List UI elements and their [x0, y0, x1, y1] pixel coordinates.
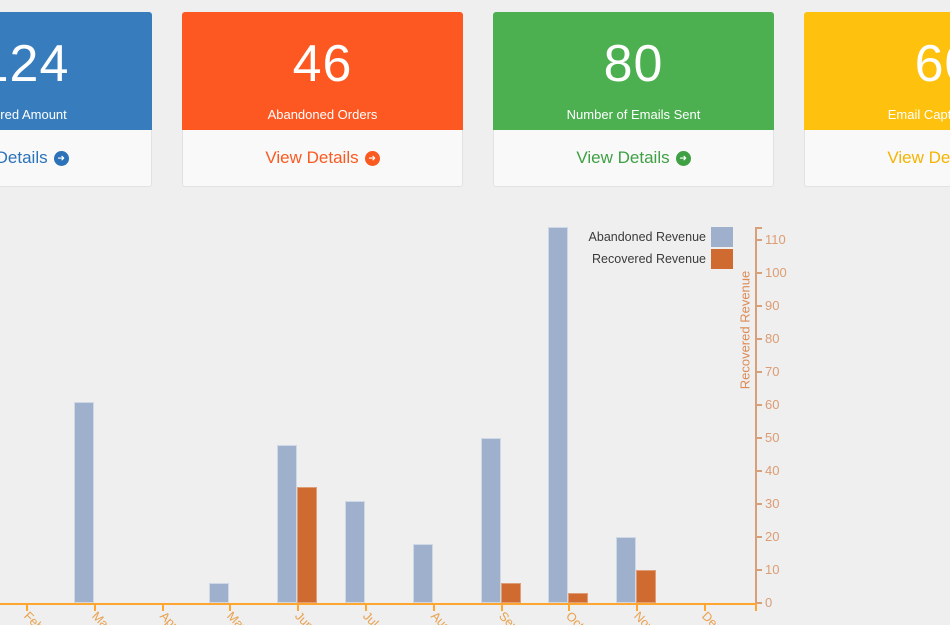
- legend-label: Abandoned Revenue: [588, 230, 706, 244]
- card-label: Recovered Amount: [0, 107, 67, 122]
- view-details-link[interactable]: View Details➜: [576, 148, 691, 168]
- card-header: 60 Email Capture Rate: [804, 12, 950, 130]
- legend-item-recovered-revenue[interactable]: Recovered Revenue: [589, 248, 733, 270]
- y-axis-tick: [756, 404, 762, 406]
- stat-card-emails-sent: 80 Number of Emails Sent View Details ➜: [493, 12, 774, 187]
- x-axis-label: Oct: [563, 609, 587, 625]
- x-axis-tick: [26, 605, 28, 611]
- x-axis-label: Mar: [89, 609, 115, 625]
- x-axis-label: Nov: [631, 609, 657, 625]
- y-axis-tick: [756, 470, 762, 472]
- card-value: 60: [914, 35, 950, 93]
- bar-abandoned-Oct: [548, 227, 568, 603]
- card-footer: View Details➜: [182, 130, 463, 187]
- bar-recovered-Jun: [297, 487, 317, 603]
- card-header: 46 Abandoned Orders: [182, 12, 463, 130]
- x-axis-line: [0, 603, 757, 605]
- bar-abandoned-Nov: [616, 537, 636, 603]
- card-header: 80 Number of Emails Sent: [493, 12, 774, 130]
- x-axis-label: Sep: [496, 609, 522, 625]
- view-details-link[interactable]: View Details➜: [887, 148, 950, 167]
- x-axis-tick: [229, 605, 231, 611]
- arrow-circle-right-icon: ➜: [53, 150, 69, 166]
- y-axis-title: Recovered Revenue: [737, 270, 753, 390]
- x-axis-tick: [433, 605, 435, 611]
- y-axis-tick: [756, 239, 762, 241]
- x-axis-tick: [501, 605, 503, 611]
- bar-recovered-Nov: [636, 570, 656, 603]
- y-axis-tick-label: 60: [765, 397, 780, 412]
- x-axis-tick: [568, 605, 570, 611]
- card-footer: View Details➜: [493, 130, 774, 187]
- y-axis-tick-label: 90: [765, 298, 780, 313]
- arrow-circle-right-icon: ➜: [364, 150, 380, 166]
- card-label: Abandoned Orders: [267, 107, 378, 122]
- legend-swatch-recovered: [711, 249, 733, 269]
- y-axis-tick-label: 40: [765, 463, 780, 478]
- x-axis-label: Jul 2: [360, 609, 389, 625]
- x-axis-tick: [704, 605, 706, 611]
- y-axis-tick: [756, 305, 762, 307]
- arrow-circle-right-icon: ➜: [675, 150, 691, 166]
- x-axis-label: Feb: [21, 609, 47, 625]
- chart-legend: Abandoned Revenue Recovered Revenue: [589, 226, 733, 270]
- x-axis-end-tick: [755, 605, 757, 611]
- legend-item-abandoned-revenue[interactable]: Abandoned Revenue: [589, 226, 733, 248]
- y-axis-tick: [756, 371, 762, 373]
- bar-recovered-Sep: [501, 583, 521, 603]
- y-axis-tick-label: 80: [765, 331, 780, 346]
- y-axis-tick: [756, 503, 762, 505]
- y-axis-tick: [756, 338, 762, 340]
- x-axis-tick: [297, 605, 299, 611]
- card-value: 46: [292, 35, 353, 93]
- x-axis-tick: [636, 605, 638, 611]
- y-axis-tick: [756, 536, 762, 538]
- x-axis-tick: [365, 605, 367, 611]
- x-axis-label: Dec: [699, 609, 725, 625]
- bar-recovered-Oct: [568, 593, 588, 603]
- bar-abandoned-Jun: [277, 445, 297, 603]
- y-axis-tick-label: 110: [765, 232, 786, 247]
- y-axis-top-cap: [755, 227, 762, 229]
- x-axis-label: Aug: [428, 609, 454, 625]
- bar-abandoned-Aug: [413, 544, 433, 603]
- card-label: Number of Emails Sent: [566, 107, 701, 122]
- y-axis-tick: [756, 272, 762, 274]
- card-footer: View Details➜: [0, 130, 152, 187]
- card-value: 1124: [0, 35, 70, 93]
- legend-label: Recovered Revenue: [592, 252, 706, 266]
- stat-card-recovered-amount: 1124 Recovered Amount View Details➜: [0, 12, 152, 187]
- card-label: Email Capture Rate: [887, 107, 950, 122]
- legend-swatch-abandoned: [711, 227, 733, 247]
- x-axis-label: Jun: [292, 609, 317, 625]
- y-axis-tick: [756, 602, 762, 604]
- y-axis-tick-label: 100: [765, 265, 787, 280]
- y-axis-tick-label: 70: [765, 364, 780, 379]
- bar-abandoned-Jul 2: [345, 501, 365, 603]
- bar-abandoned-May: [209, 583, 229, 603]
- y-axis-tick-label: 50: [765, 430, 780, 445]
- y-axis-tick-label: 10: [765, 562, 780, 577]
- bar-abandoned-Sep: [481, 438, 501, 603]
- y-axis-tick-label: 0: [765, 595, 773, 610]
- x-axis-label: May: [224, 609, 251, 625]
- x-axis-tick: [94, 605, 96, 611]
- card-footer: View Details➜: [804, 130, 950, 187]
- y-axis-tick: [756, 437, 762, 439]
- y-axis-tick-label: 20: [765, 529, 780, 544]
- y-axis-tick: [756, 569, 762, 571]
- bar-abandoned-Mar: [74, 402, 94, 603]
- stat-card-abandoned-orders: 46 Abandoned Orders View Details ➜: [182, 12, 463, 187]
- x-axis-tick: [162, 605, 164, 611]
- stat-card-email-capture-rate: 60 Email Capture Rate View Details➜: [804, 12, 950, 187]
- view-details-link[interactable]: View Details➜: [0, 148, 69, 168]
- y-axis-tick-label: 30: [765, 496, 780, 511]
- card-header: 1124 Recovered Amount: [0, 12, 152, 130]
- view-details-link[interactable]: View Details➜: [265, 148, 380, 168]
- card-value: 80: [603, 35, 664, 93]
- y-axis-line: [755, 227, 757, 603]
- x-axis-label: Apr: [157, 609, 181, 625]
